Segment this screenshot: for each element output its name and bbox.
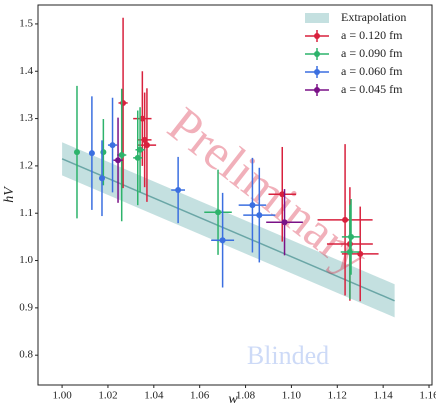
data-point — [279, 191, 286, 198]
data-point — [73, 149, 80, 156]
x-tick-label: 1.02 — [98, 390, 117, 402]
y-tick-label: 0.8 — [19, 349, 33, 361]
y-tick-label: 1.5 — [19, 17, 33, 29]
data-point — [175, 187, 182, 194]
data-point — [215, 209, 222, 216]
watermark: Blinded — [247, 341, 329, 370]
x-tick-label: 1.08 — [236, 390, 256, 402]
legend-label: Extrapolation — [341, 10, 406, 24]
data-point — [115, 157, 122, 164]
data-point — [342, 216, 349, 223]
data-point — [98, 175, 105, 182]
x-tick-label: 1.10 — [282, 390, 302, 402]
y-tick-label: 0.9 — [19, 301, 33, 313]
x-axis-label: w — [228, 392, 238, 407]
y-tick-label: 1.0 — [19, 254, 33, 266]
y-axis-label: hV — [2, 186, 17, 203]
legend-marker — [314, 33, 320, 39]
x-tick-label: 1.00 — [52, 390, 72, 402]
data-point — [88, 150, 95, 157]
data-point — [134, 154, 141, 161]
plot-frame — [37, 4, 433, 386]
data-point — [281, 219, 288, 226]
data-point — [219, 237, 226, 244]
data-point — [256, 212, 263, 219]
y-tick-label: 1.1 — [19, 207, 33, 219]
x-tick-label: 1.04 — [144, 390, 164, 402]
legend-label: a = 0.045 fm — [341, 82, 403, 96]
legend-label: a = 0.120 fm — [341, 28, 403, 42]
data-point — [139, 115, 146, 122]
data-point — [141, 136, 148, 143]
data-point — [137, 146, 144, 153]
y-tick-label: 1.2 — [19, 159, 33, 171]
data-point — [118, 152, 125, 159]
legend-marker — [314, 69, 320, 75]
x-tick-label: 1.16 — [419, 390, 436, 402]
data-point — [346, 249, 353, 256]
legend-marker — [314, 51, 320, 57]
legend-label: a = 0.090 fm — [341, 46, 403, 60]
y-tick-label: 1.3 — [19, 112, 33, 124]
y-tick-label: 1.4 — [19, 65, 33, 77]
x-tick-label: 1.06 — [190, 390, 210, 402]
data-point — [143, 142, 150, 149]
x-tick-label: 1.12 — [328, 390, 347, 402]
x-tick-label: 1.14 — [374, 390, 394, 402]
legend-marker — [314, 87, 320, 93]
legend-label: a = 0.060 fm — [341, 64, 403, 78]
data-point — [109, 142, 116, 149]
legend-swatch — [305, 13, 329, 23]
data-point — [249, 202, 256, 209]
data-point — [348, 233, 355, 240]
